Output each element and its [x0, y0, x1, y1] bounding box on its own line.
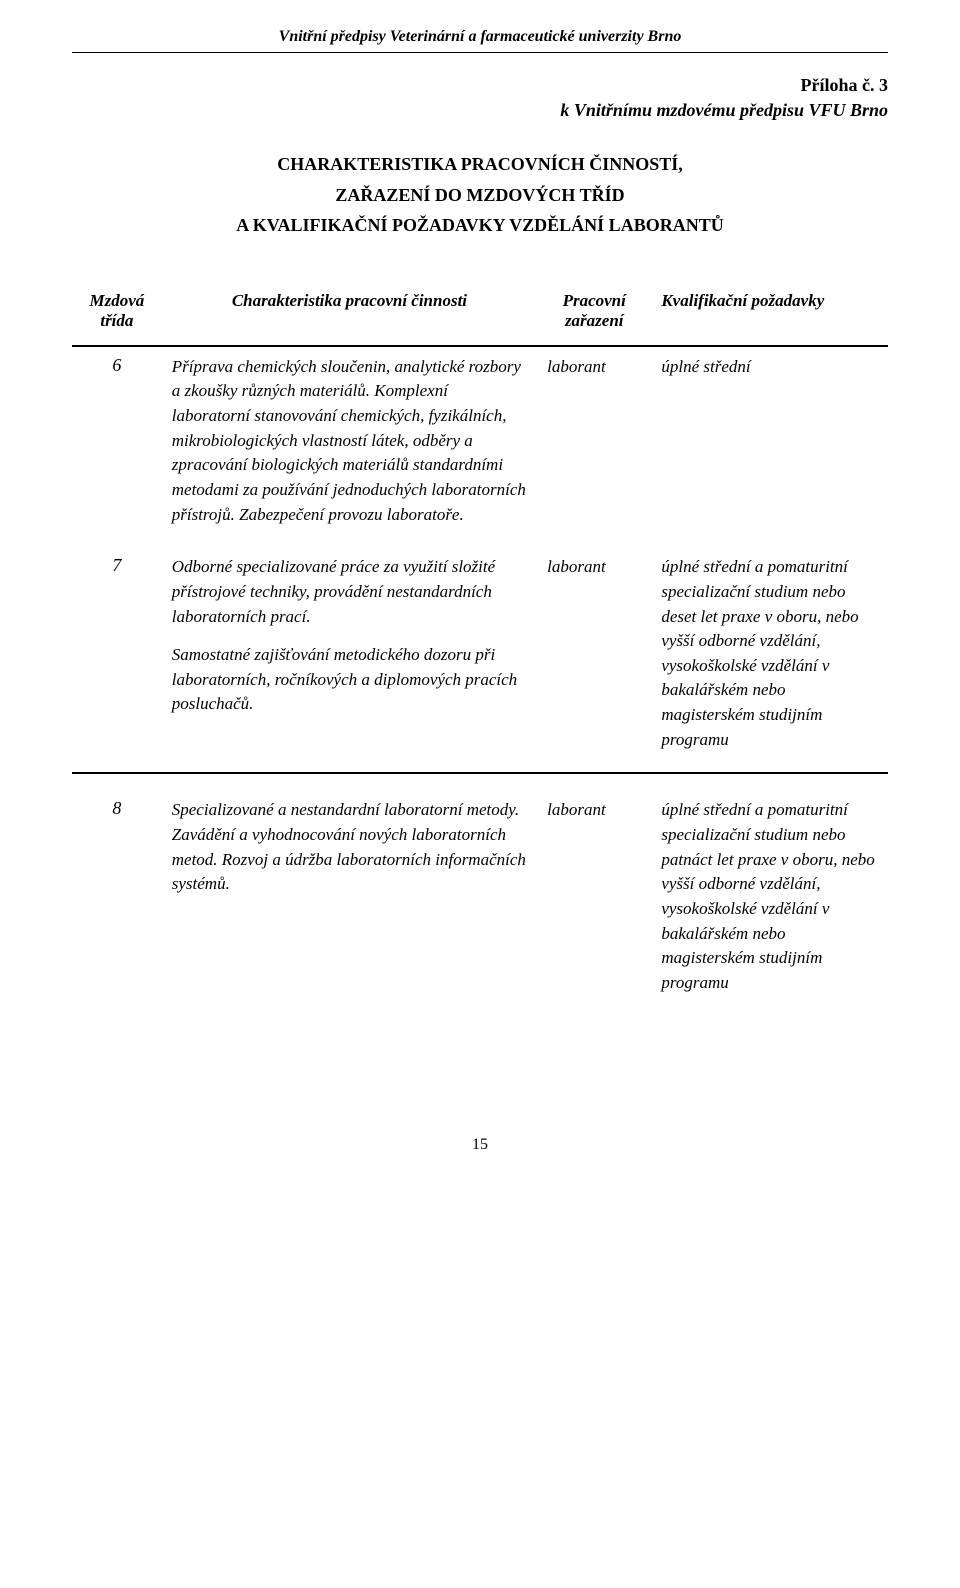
running-head: Vnitřní předpisy Veterinární a farmaceut… [72, 28, 888, 52]
position-cell: laborant [537, 773, 651, 1015]
page-number: 15 [72, 1136, 888, 1154]
position-cell: laborant [537, 346, 651, 547]
desc-paragraph: Příprava chemických sloučenin, analytick… [172, 355, 527, 527]
table-row: 6 Příprava chemických sloučenin, analyti… [72, 346, 888, 547]
characteristic-cell: Odborné specializované práce za využití … [162, 547, 537, 773]
col-header-requirements: Kvalifikační požadavky [651, 277, 888, 346]
class-number: 6 [72, 346, 162, 547]
table-row: 7 Odborné specializované práce za využit… [72, 547, 888, 773]
document-title: CHARAKTERISTIKA PRACOVNÍCH ČINNOSTÍ, ZAŘ… [72, 149, 888, 241]
col-header-class: Mzdová třída [72, 277, 162, 346]
desc-paragraph: Odborné specializované práce za využití … [172, 555, 527, 629]
table-header-row: Mzdová třída Charakteristika pracovní či… [72, 277, 888, 346]
title-line-3: A KVALIFIKAČNÍ POŽADAVKY VZDĚLÁNÍ LABORA… [72, 210, 888, 241]
attachment-block: Příloha č. 3 k Vnitřnímu mzdovému předpi… [72, 75, 888, 121]
col-header-position: Pracovní zařazení [537, 277, 651, 346]
requirements-cell: úplné střední a pomaturitní specializačn… [651, 773, 888, 1015]
title-line-2: ZAŘAZENÍ DO MZDOVÝCH TŘÍD [72, 180, 888, 211]
class-number: 7 [72, 547, 162, 773]
title-line-1: CHARAKTERISTIKA PRACOVNÍCH ČINNOSTÍ, [72, 149, 888, 180]
classification-table: Mzdová třída Charakteristika pracovní či… [72, 277, 888, 1016]
characteristic-cell: Příprava chemických sloučenin, analytick… [162, 346, 537, 547]
requirements-cell: úplné střední [651, 346, 888, 547]
col-header-desc: Charakteristika pracovní činnosti [162, 277, 537, 346]
table-row: 8 Specializované a nestandardní laborato… [72, 773, 888, 1015]
requirements-cell: úplné střední a pomaturitní specializačn… [651, 547, 888, 773]
characteristic-cell: Specializované a nestandardní laboratorn… [162, 773, 537, 1015]
header-rule [72, 52, 888, 53]
desc-paragraph: Specializované a nestandardní laboratorn… [172, 798, 527, 897]
class-number: 8 [72, 773, 162, 1015]
position-cell: laborant [537, 547, 651, 773]
desc-paragraph: Samostatné zajišťování metodického dozor… [172, 643, 527, 717]
attachment-subtitle: k Vnitřnímu mzdovému předpisu VFU Brno [72, 100, 888, 121]
attachment-label: Příloha č. 3 [72, 75, 888, 96]
